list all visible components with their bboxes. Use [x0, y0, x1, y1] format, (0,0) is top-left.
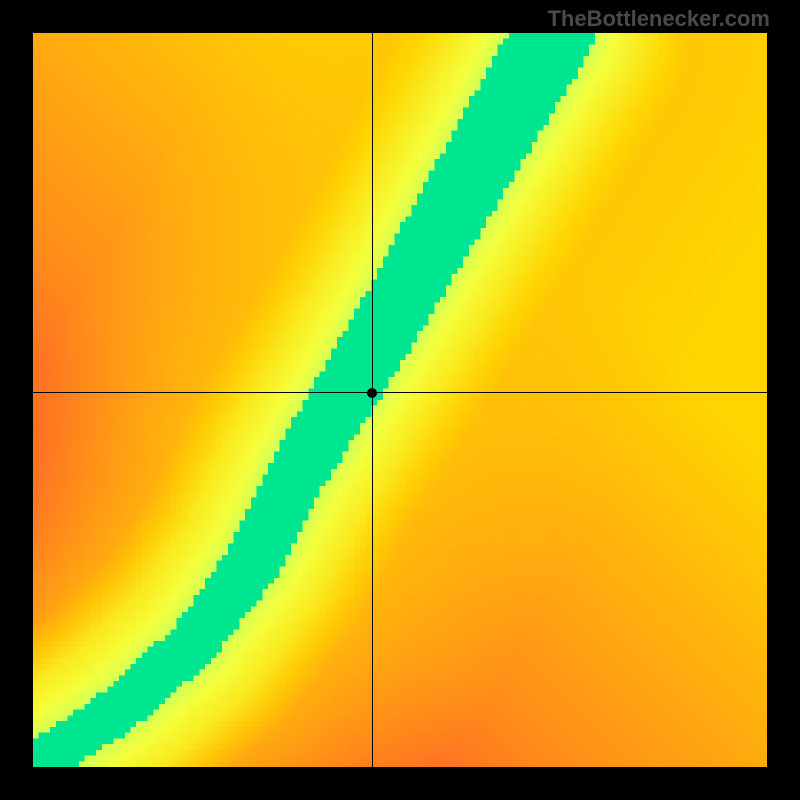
marker-dot: [367, 388, 377, 398]
chart-container: TheBottlenecker.com: [0, 0, 800, 800]
watermark-text: TheBottlenecker.com: [547, 6, 770, 32]
crosshair-vertical: [372, 33, 373, 767]
heatmap-canvas: [33, 33, 767, 767]
crosshair-horizontal: [33, 392, 767, 393]
